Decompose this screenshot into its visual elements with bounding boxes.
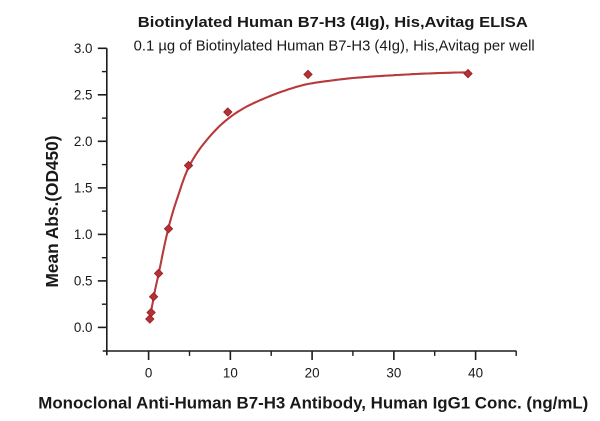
- svg-text:Monoclonal Anti-Human B7-H3 An: Monoclonal Anti-Human B7-H3 Antibody, Hu…: [38, 395, 588, 413]
- svg-text:2.0: 2.0: [74, 134, 93, 149]
- svg-text:1.5: 1.5: [74, 181, 93, 196]
- svg-text:Biotinylated Human B7-H3 (4Ig): Biotinylated Human B7-H3 (4Ig), His,Avit…: [138, 14, 528, 31]
- svg-text:0.1 µg of Biotinylated Human B: 0.1 µg of Biotinylated Human B7-H3 (4Ig)…: [134, 39, 535, 55]
- svg-text:2.5: 2.5: [74, 88, 93, 103]
- svg-text:20: 20: [305, 366, 320, 381]
- svg-text:1.0: 1.0: [74, 227, 93, 242]
- svg-text:40: 40: [468, 366, 483, 381]
- svg-text:Mean Abs.(OD450): Mean Abs.(OD450): [42, 136, 62, 288]
- svg-text:10: 10: [223, 366, 238, 381]
- svg-text:0: 0: [145, 366, 152, 381]
- svg-text:0.5: 0.5: [74, 274, 93, 289]
- svg-text:3.0: 3.0: [74, 41, 93, 56]
- svg-text:30: 30: [386, 366, 401, 381]
- svg-text:0.0: 0.0: [74, 320, 93, 335]
